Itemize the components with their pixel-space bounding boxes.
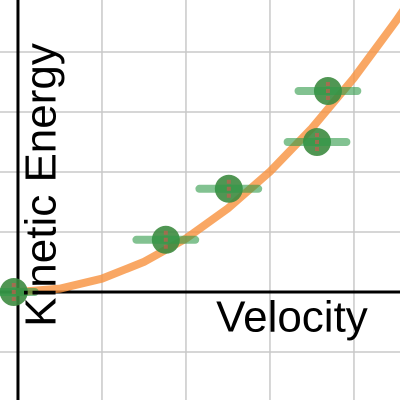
y-axis-label: Kinetic Energy xyxy=(17,43,66,327)
plot-area xyxy=(0,8,400,307)
fit-curve xyxy=(13,8,400,297)
x-axis-label: Velocity xyxy=(216,293,368,342)
